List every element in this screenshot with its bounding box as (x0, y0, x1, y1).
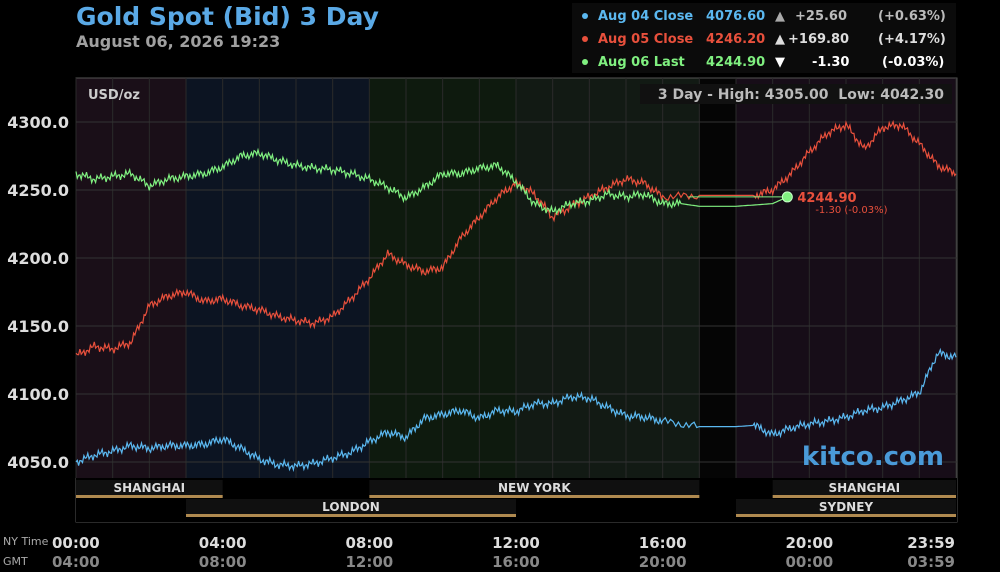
x-tick-label-ny: 00:00 (52, 534, 100, 552)
legend-dot-aug04 (582, 13, 588, 19)
legend-change: -1.30 (812, 55, 850, 70)
session-label: SHANGHAI (828, 481, 900, 495)
legend-label: Aug 06 Last (598, 55, 685, 70)
last-price-label: 4244.90 (797, 191, 856, 206)
legend-row-aug06: Aug 06 Last 4244.90 ▼ -1.30 (-0.03%) (572, 51, 956, 73)
y-tick-label: 4050.0 (7, 453, 69, 472)
x-tick-label-gmt: 20:00 (639, 553, 687, 571)
legend: Aug 04 Close 4076.60 ▲ +25.60 (+0.63%) A… (572, 3, 956, 73)
session-bar (736, 514, 956, 517)
x-tick-label-gmt: 08:00 (199, 553, 247, 571)
legend-arrow-up-icon: ▲ (775, 32, 785, 47)
x-tick-label-gmt: 04:00 (52, 553, 100, 571)
x-tick-label-gmt: 16:00 (492, 553, 540, 571)
session-block (736, 499, 956, 516)
session-background-band (76, 78, 186, 478)
x-tick-label-ny: 08:00 (345, 534, 393, 552)
legend-row-aug04: Aug 04 Close 4076.60 ▲ +25.60 (+0.63%) (572, 5, 956, 27)
series-line-0 (75, 347, 957, 473)
legend-arrow-down-icon: ▼ (775, 55, 785, 70)
unit-label: USD/oz (88, 88, 140, 103)
session-label: LONDON (322, 500, 380, 514)
y-tick-label: 4100.0 (7, 385, 69, 404)
legend-label: Aug 05 Close (598, 32, 694, 47)
session-bar (186, 514, 516, 517)
session-bar (369, 495, 700, 498)
range-label: 3 Day - High: 4305.00 Low: 4042.30 (658, 87, 944, 103)
session-label: SYDNEY (819, 500, 874, 514)
legend-pct: (+0.63%) (878, 9, 946, 24)
x-tick-label-ny: 12:00 (492, 534, 540, 552)
legend-label: Aug 04 Close (598, 9, 694, 24)
legend-row-aug05: Aug 05 Close 4246.20 ▲ +169.80 (+4.17%) (572, 28, 956, 50)
legend-value: 4246.20 (706, 32, 766, 47)
session-background-band (516, 78, 700, 478)
x-tick-label-ny: 04:00 (199, 534, 247, 552)
y-tick-label: 4200.0 (7, 249, 69, 268)
session-label: NEW YORK (498, 481, 571, 495)
session-background-band (186, 78, 370, 478)
chart-title: Gold Spot (Bid) 3 Day (76, 2, 379, 31)
chart-subtitle-date: August 06, 2026 19:23 (76, 32, 281, 51)
series-line-2 (75, 147, 788, 216)
x-tick-label-gmt: 03:59 (907, 553, 955, 571)
legend-change: +169.80 (788, 32, 850, 47)
session-background-band (699, 78, 736, 478)
legend-arrow-up-icon: ▲ (775, 9, 785, 24)
session-block (772, 480, 956, 497)
series-line-1 (75, 119, 957, 356)
x-tick-label-ny: 23:59 (907, 534, 955, 552)
ny-time-axis-label: NY Time (3, 535, 49, 548)
legend-value: 4244.90 (706, 55, 766, 70)
session-block (186, 499, 516, 516)
session-label: SHANGHAI (113, 481, 185, 495)
session-block (369, 480, 700, 497)
session-bar (76, 495, 223, 498)
legend-pct: (-0.03%) (882, 55, 945, 70)
last-price-change: -1.30 (-0.03%) (815, 205, 887, 216)
range-box (640, 84, 952, 104)
x-tick-label-gmt: 12:00 (345, 553, 393, 571)
legend-dot-aug06 (582, 59, 588, 65)
x-tick-label-gmt: 00:00 (785, 553, 833, 571)
x-tick-label-ny: 20:00 (785, 534, 833, 552)
y-tick-label: 4250.0 (7, 181, 69, 200)
legend-value: 4076.60 (706, 9, 766, 24)
legend-change: +25.60 (795, 9, 848, 24)
y-tick-label: 4300.0 (7, 113, 69, 132)
x-tick-label-ny: 16:00 (639, 534, 687, 552)
legend-dot-aug05 (582, 36, 588, 42)
gmt-axis-label: GMT (3, 555, 28, 568)
session-bar (772, 495, 956, 498)
session-block (76, 480, 223, 497)
last-price-dot (781, 191, 793, 203)
kitco-watermark: kitco.com (802, 442, 944, 472)
y-tick-label: 4150.0 (7, 317, 69, 336)
legend-pct: (+4.17%) (878, 32, 946, 47)
